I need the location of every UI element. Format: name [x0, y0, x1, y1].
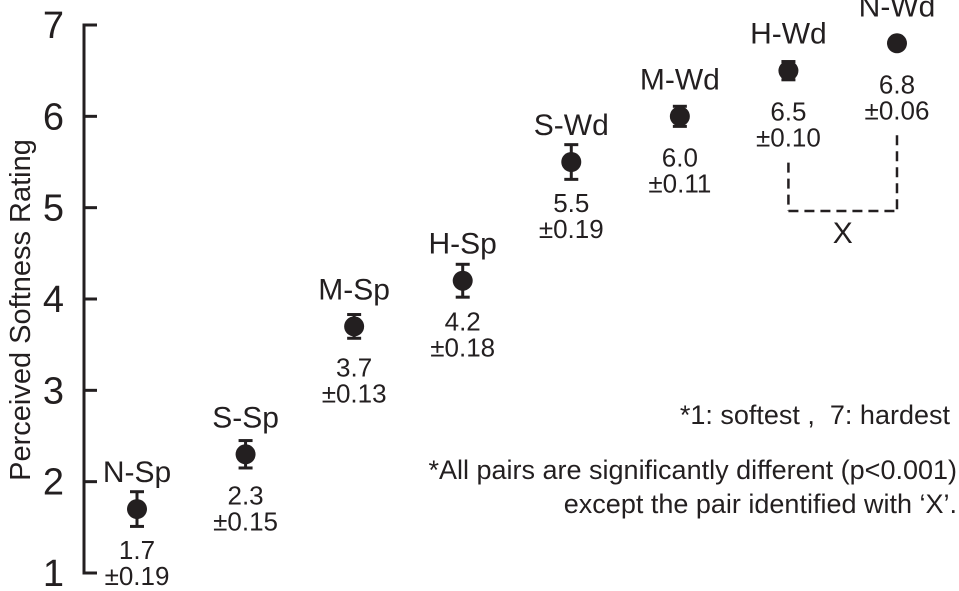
point-error-value: ±0.06 [865, 95, 930, 125]
significance-note-line2: except the pair identified with ‘X’. [563, 489, 957, 519]
point-label: H-Wd [750, 18, 827, 51]
point-label: N-Sp [103, 456, 171, 489]
data-point-marker [344, 316, 365, 337]
data-point-marker [235, 444, 256, 465]
point-error-value: ±0.19 [539, 214, 604, 244]
point-label: S-Sp [212, 401, 279, 434]
point-error-value: ±0.11 [648, 168, 711, 198]
point-value: 5.5 [553, 188, 589, 218]
point-error-value: ±0.15 [213, 506, 278, 536]
point-value: 3.7 [336, 352, 372, 382]
significance-note-line1: *All pairs are significantly different (… [428, 455, 957, 485]
data-point-marker [669, 106, 690, 127]
ns-pair-label: X [833, 217, 853, 250]
y-axis-tick-label: 7 [43, 5, 64, 47]
point-error-value: ±0.13 [322, 378, 387, 408]
y-axis-tick-label: 3 [43, 370, 64, 412]
point-label: M-Wd [640, 63, 720, 96]
point-error-value: ±0.19 [105, 561, 170, 591]
point-value: 6.5 [770, 97, 806, 127]
y-axis-tick-label: 6 [43, 96, 64, 138]
point-label: N-Wd [859, 0, 936, 23]
y-axis-tick-label: 1 [43, 553, 64, 591]
point-value: 6.0 [662, 142, 698, 172]
data-point-marker [561, 152, 582, 172]
point-error-value: ±0.18 [430, 333, 495, 363]
data-point-marker [778, 60, 799, 81]
y-axis-tick-label: 4 [43, 279, 64, 321]
point-label: M-Sp [318, 273, 390, 306]
data-point-marker [886, 33, 907, 54]
point-value: 6.8 [879, 69, 915, 99]
data-point-marker [127, 499, 147, 520]
data-point-marker [452, 270, 473, 291]
point-value: 2.3 [227, 480, 263, 510]
y-axis-tick-label: 2 [43, 462, 64, 504]
point-value: 1.7 [119, 535, 155, 565]
scale-note: *1: softest , 7: hardest [679, 400, 950, 430]
point-label: S-Wd [534, 109, 609, 142]
point-error-value: ±0.10 [756, 123, 821, 153]
point-value: 4.2 [445, 307, 481, 337]
point-label: H-Sp [429, 228, 497, 261]
y-axis-tick-label: 5 [43, 188, 64, 230]
